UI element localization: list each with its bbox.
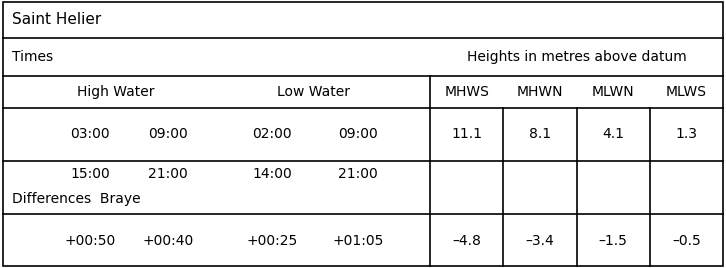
Text: 09:00: 09:00 <box>148 128 188 142</box>
Text: MLWS: MLWS <box>666 85 707 99</box>
Text: 1.3: 1.3 <box>675 128 698 142</box>
Text: 4.1: 4.1 <box>602 128 624 142</box>
Text: +01:05: +01:05 <box>333 234 383 248</box>
Text: 14:00: 14:00 <box>252 168 292 181</box>
Text: Differences  Braye: Differences Braye <box>12 192 141 207</box>
Text: Low Water: Low Water <box>277 85 351 99</box>
Text: MLWN: MLWN <box>592 85 635 99</box>
Text: 09:00: 09:00 <box>338 128 378 142</box>
Text: 21:00: 21:00 <box>338 168 378 181</box>
Text: –3.4: –3.4 <box>526 234 554 248</box>
Text: 15:00: 15:00 <box>70 168 110 181</box>
Text: Saint Helier: Saint Helier <box>12 12 101 27</box>
Text: –4.8: –4.8 <box>452 234 481 248</box>
Text: –0.5: –0.5 <box>672 234 701 248</box>
Text: MHWS: MHWS <box>444 85 489 99</box>
Text: 11.1: 11.1 <box>451 128 482 142</box>
Text: –1.5: –1.5 <box>599 234 627 248</box>
Text: 8.1: 8.1 <box>529 128 551 142</box>
Text: High Water: High Water <box>78 85 155 99</box>
Text: Heights in metres above datum: Heights in metres above datum <box>467 50 686 64</box>
Text: 02:00: 02:00 <box>252 128 292 142</box>
Text: 21:00: 21:00 <box>148 168 188 181</box>
Text: Times: Times <box>12 50 53 64</box>
Text: +00:50: +00:50 <box>65 234 115 248</box>
Text: +00:40: +00:40 <box>142 234 194 248</box>
Text: 03:00: 03:00 <box>70 128 110 142</box>
Text: +00:25: +00:25 <box>246 234 298 248</box>
Text: MHWN: MHWN <box>517 85 563 99</box>
